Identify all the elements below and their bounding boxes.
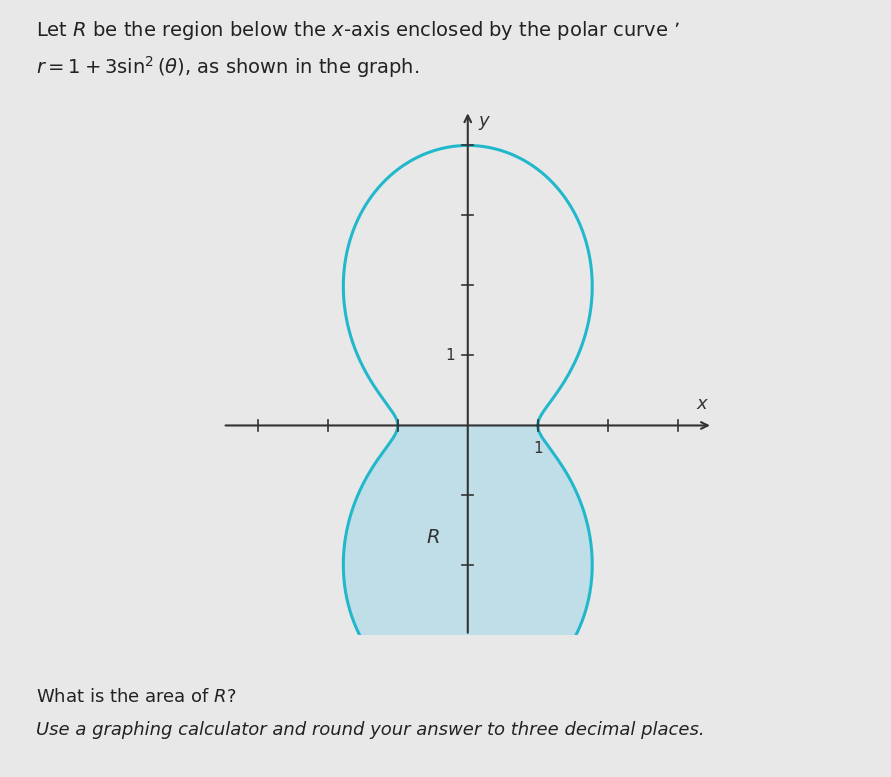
Text: $R$: $R$: [426, 528, 439, 547]
Text: $x$: $x$: [696, 395, 709, 413]
Text: What is the area of $R$?: What is the area of $R$?: [36, 688, 236, 706]
Text: $r = 1 + 3\sin^2(\theta)$, as shown in the graph.: $r = 1 + 3\sin^2(\theta)$, as shown in t…: [36, 54, 419, 80]
Text: Use a graphing calculator and round your answer to three decimal places.: Use a graphing calculator and round your…: [36, 721, 704, 739]
Text: Let $R$ be the region below the $x$-axis enclosed by the polar curve ’: Let $R$ be the region below the $x$-axis…: [36, 19, 680, 43]
Text: 1: 1: [446, 348, 455, 363]
Polygon shape: [343, 426, 593, 706]
Text: 1: 1: [533, 441, 543, 456]
Text: $y$: $y$: [478, 114, 492, 132]
